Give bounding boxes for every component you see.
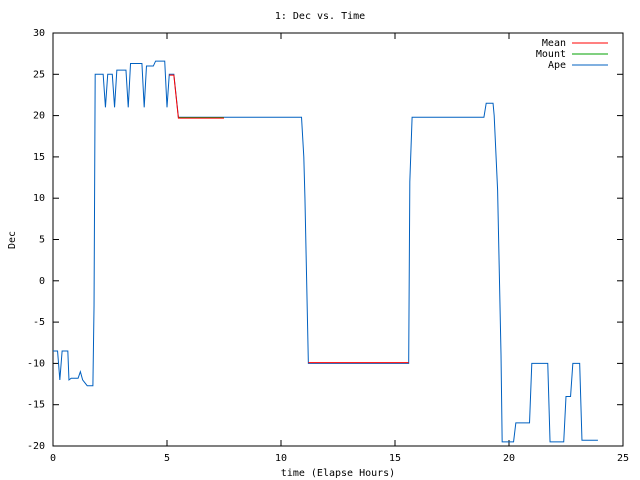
x-tick-label: 20 xyxy=(503,453,515,464)
series-line xyxy=(53,60,598,443)
x-tick-label: 0 xyxy=(50,453,56,464)
legend-label: Mean xyxy=(542,38,566,49)
y-tick-label: 30 xyxy=(33,28,45,39)
y-tick-label: 20 xyxy=(33,111,45,122)
y-tick-label: -20 xyxy=(27,441,45,452)
y-tick-label: -10 xyxy=(27,358,45,369)
legend-label: Ape xyxy=(548,60,566,71)
y-tick-label: 10 xyxy=(33,193,45,204)
y-tick-label: 15 xyxy=(33,152,45,163)
y-tick-label: 25 xyxy=(33,69,45,80)
y-tick-label: -5 xyxy=(33,317,45,328)
x-tick-label: 10 xyxy=(275,453,287,464)
y-tick-label: 0 xyxy=(39,276,45,287)
series-line xyxy=(169,74,409,364)
legend-label: Mount xyxy=(536,49,566,60)
x-tick-label: 15 xyxy=(389,453,401,464)
y-tick-label: 5 xyxy=(39,235,45,246)
chart-title: 1: Dec vs. Time xyxy=(275,11,365,22)
y-tick-label: -15 xyxy=(27,400,45,411)
x-axis-label: time (Elapse Hours) xyxy=(281,468,395,479)
x-tick-label: 25 xyxy=(617,453,629,464)
y-axis-label: Dec xyxy=(7,231,18,249)
x-tick-label: 5 xyxy=(164,453,170,464)
